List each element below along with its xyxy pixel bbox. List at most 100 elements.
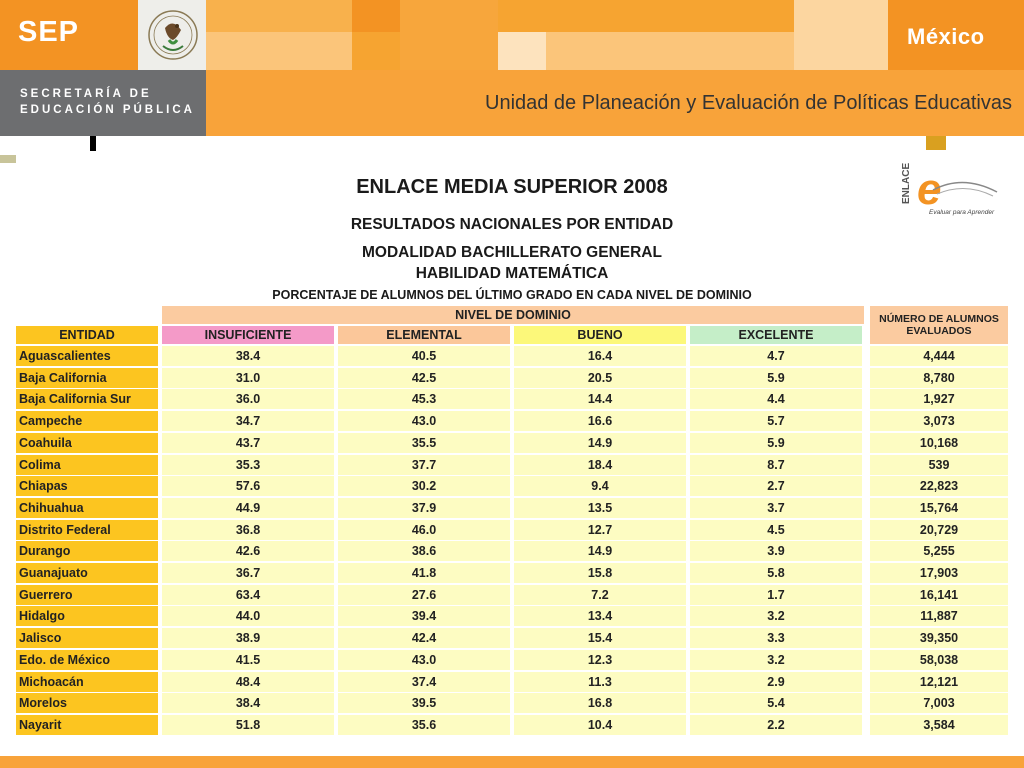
value-cell: 15.8 — [514, 563, 686, 583]
value-cell: 38.4 — [162, 346, 334, 366]
total-header-line-1: NÚMERO DE ALUMNOS — [879, 313, 999, 325]
total-cell: 12,121 — [870, 671, 1008, 692]
table-row: Hidalgo 44.0 39.4 13.4 3.2 11,887 — [16, 606, 1008, 628]
value-cell: 43.7 — [162, 432, 334, 453]
document-subtitle-1: RESULTADOS NACIONALES POR ENTIDAD — [350, 216, 674, 233]
value-cell: 3.2 — [690, 649, 862, 670]
table-row: Jalisco 38.9 42.4 15.4 3.3 39,350 — [16, 628, 1008, 650]
value-cell: 30.2 — [338, 476, 510, 497]
footer-bar — [0, 756, 1024, 768]
table-row: Coahuila 43.7 35.5 14.9 5.9 10,168 — [16, 432, 1008, 455]
value-cell: 27.6 — [338, 584, 510, 605]
table-row: Guerrero 63.4 27.6 7.2 1.7 16,141 — [16, 584, 1008, 607]
level-header: BUENO — [514, 326, 686, 344]
value-cell: 14.9 — [514, 432, 686, 453]
table-row: Durango 42.6 38.6 14.9 3.9 5,255 — [16, 541, 1008, 563]
entity-cell: Chihuahua — [16, 497, 158, 518]
value-cell: 3.9 — [690, 541, 862, 562]
entity-cell: Colima — [16, 454, 158, 475]
value-cell: 41.8 — [338, 563, 510, 583]
unit-box — [206, 70, 1024, 136]
value-cell: 63.4 — [162, 584, 334, 605]
header-tile — [206, 0, 352, 32]
decorative-mark — [0, 155, 16, 163]
table-row: Michoacán 48.4 37.4 11.3 2.9 12,121 — [16, 671, 1008, 694]
value-cell: 16.6 — [514, 411, 686, 432]
table-row: Chiapas 57.6 30.2 9.4 2.7 22,823 — [16, 476, 1008, 498]
total-cell: 4,444 — [870, 346, 1008, 366]
value-cell: 14.9 — [514, 541, 686, 562]
value-cell: 11.3 — [514, 671, 686, 692]
value-cell: 16.4 — [514, 346, 686, 366]
value-cell: 38.6 — [338, 541, 510, 562]
mexico-logo-box — [888, 0, 1024, 70]
value-cell: 39.4 — [338, 606, 510, 627]
enlace-logo-icon: ENLACE e Evaluar para Aprender — [901, 163, 998, 216]
value-cell: 7.2 — [514, 584, 686, 605]
table-row: Nayarit 51.8 35.6 10.4 2.2 3,584 — [16, 714, 1008, 737]
enlace-logo-tagline: Evaluar para Aprender — [929, 209, 995, 216]
entity-cell: Distrito Federal — [16, 519, 158, 540]
entity-cell: Campeche — [16, 411, 158, 432]
total-cell: 3,584 — [870, 714, 1008, 735]
value-cell: 42.5 — [338, 367, 510, 388]
table-row: Baja California 31.0 42.5 20.5 5.9 8,780 — [16, 367, 1008, 390]
value-cell: 51.8 — [162, 714, 334, 735]
value-cell: 5.9 — [690, 367, 862, 388]
value-cell: 8.7 — [690, 454, 862, 475]
table-caption: PORCENTAJE DE ALUMNOS DEL ÚLTIMO GRADO E… — [272, 288, 752, 302]
entity-cell: Hidalgo — [16, 606, 158, 627]
total-cell: 11,887 — [870, 606, 1008, 627]
value-cell: 14.4 — [514, 389, 686, 410]
value-cell: 44.9 — [162, 497, 334, 518]
value-cell: 13.5 — [514, 497, 686, 518]
entity-cell: Jalisco — [16, 628, 158, 649]
value-cell: 36.7 — [162, 563, 334, 583]
total-header-line-2: EVALUADOS — [906, 325, 972, 337]
total-cell: 10,168 — [870, 432, 1008, 453]
entity-cell: Aguascalientes — [16, 346, 158, 366]
entity-cell: Baja California — [16, 367, 158, 388]
value-cell: 35.5 — [338, 432, 510, 453]
value-cell: 1.7 — [690, 584, 862, 605]
secretaria-box — [0, 70, 206, 136]
value-cell: 15.4 — [514, 628, 686, 649]
level-header: EXCELENTE — [690, 326, 862, 344]
decorative-mark — [90, 136, 96, 151]
entity-cell: Michoacán — [16, 671, 158, 692]
total-cell: 17,903 — [870, 563, 1008, 583]
total-cell: 8,780 — [870, 367, 1008, 388]
value-cell: 42.4 — [338, 628, 510, 649]
sep-logo: SEP — [18, 16, 80, 48]
value-cell: 10.4 — [514, 714, 686, 735]
value-cell: 36.0 — [162, 389, 334, 410]
value-cell: 46.0 — [338, 519, 510, 540]
table-row: Chihuahua 44.9 37.9 13.5 3.7 15,764 — [16, 497, 1008, 520]
total-cell: 7,003 — [870, 693, 1008, 714]
value-cell: 44.0 — [162, 606, 334, 627]
total-cell: 22,823 — [870, 476, 1008, 497]
value-cell: 37.7 — [338, 454, 510, 475]
table-row: Baja California Sur 36.0 45.3 14.4 4.4 1,927 — [16, 389, 1008, 411]
value-cell: 40.5 — [338, 346, 510, 366]
entity-header: ENTIDAD — [16, 326, 158, 344]
header-tile — [498, 32, 546, 70]
document-subtitle-2: MODALIDAD BACHILLERATO GENERAL — [362, 244, 662, 261]
value-cell: 48.4 — [162, 671, 334, 692]
decorative-mark — [926, 136, 946, 150]
total-cell: 5,255 — [870, 541, 1008, 562]
value-cell: 13.4 — [514, 606, 686, 627]
value-cell: 3.2 — [690, 606, 862, 627]
total-header: NÚMERO DE ALUMNOS EVALUADOS — [870, 306, 1008, 344]
value-cell: 31.0 — [162, 367, 334, 388]
value-cell: 3.7 — [690, 497, 862, 518]
value-cell: 5.7 — [690, 411, 862, 432]
total-cell: 539 — [870, 454, 1008, 475]
table-row: Colima 35.3 37.7 18.4 8.7 539 — [16, 454, 1008, 477]
value-cell: 36.8 — [162, 519, 334, 540]
value-cell: 57.6 — [162, 476, 334, 497]
value-cell: 12.7 — [514, 519, 686, 540]
level-header: INSUFICIENTE — [162, 326, 334, 344]
level-header: ELEMENTAL — [338, 326, 510, 344]
entity-cell: Durango — [16, 541, 158, 562]
